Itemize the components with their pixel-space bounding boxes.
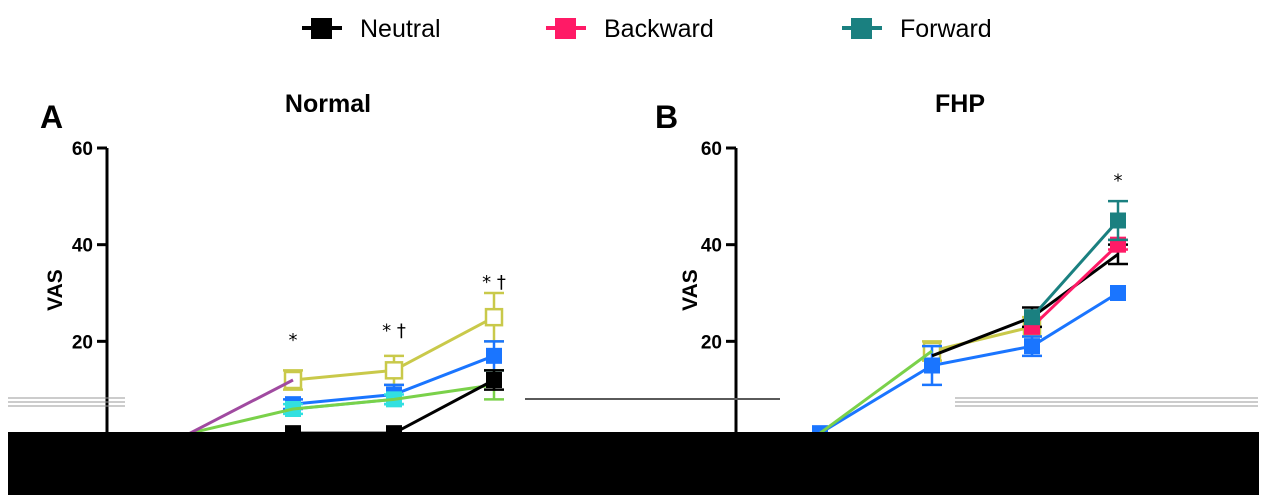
- data-point: [484, 307, 504, 327]
- y-tick-label: 20: [701, 332, 722, 353]
- series-line: [1030, 219, 1120, 319]
- panel-a-ylabel: VAS: [44, 269, 67, 311]
- data-point: [924, 357, 940, 374]
- data-point: [486, 347, 502, 364]
- rendering-artifacts: [8, 397, 1259, 495]
- panel-a: A Normal VAS 20 40 60 * * † * †: [40, 90, 506, 442]
- black-occlusion-bar: [8, 432, 1259, 495]
- panel-b-ylabel: VAS: [679, 269, 702, 311]
- data-point: [486, 372, 502, 388]
- y-tick-label: 60: [72, 139, 93, 160]
- panel-a-y-axis: 20 40 60: [72, 139, 109, 438]
- legend-marker-backward: [555, 18, 576, 39]
- legend-marker-neutral: [311, 18, 332, 39]
- series-line: [189, 383, 495, 435]
- panel-b-y-axis: 20 40 60: [701, 139, 738, 438]
- panel-a-plot-area: * * † * †: [189, 272, 506, 442]
- data-point: [1024, 309, 1040, 326]
- panel-b-plot-area: *: [812, 171, 1128, 442]
- series-line: [1030, 243, 1120, 328]
- panel-a-letter: A: [40, 99, 63, 135]
- series-line: [931, 325, 1033, 353]
- panel-b-title: FHP: [935, 90, 985, 118]
- significance-label: * †: [482, 272, 506, 293]
- y-tick-label: 40: [701, 236, 722, 257]
- y-tick-label: 40: [72, 236, 93, 257]
- legend: Neutral Backward Forward: [302, 15, 992, 43]
- significance-label: *: [1114, 171, 1123, 192]
- significance-label: *: [289, 330, 298, 351]
- y-tick-label: 20: [72, 332, 93, 353]
- data-point: [1024, 338, 1040, 355]
- legend-marker-forward: [851, 18, 872, 39]
- series-line: [189, 378, 294, 435]
- y-tick-label: 60: [701, 139, 722, 160]
- legend-item-neutral: Neutral: [302, 15, 441, 43]
- significance-label: * †: [382, 321, 406, 342]
- panel-b: B FHP VAS 20 40 60 *: [655, 90, 1128, 442]
- data-point: [384, 361, 404, 380]
- panel-b-letter: B: [655, 99, 678, 135]
- legend-label-backward: Backward: [604, 15, 714, 43]
- series-line: [819, 349, 933, 435]
- data-point: [1110, 212, 1126, 229]
- legend-label-neutral: Neutral: [360, 15, 441, 43]
- legend-label-forward: Forward: [900, 15, 992, 43]
- data-point: [1110, 285, 1126, 301]
- legend-item-backward: Backward: [546, 15, 714, 43]
- panel-a-title: Normal: [285, 90, 371, 118]
- legend-item-forward: Forward: [842, 15, 992, 43]
- series-line: [819, 291, 1119, 435]
